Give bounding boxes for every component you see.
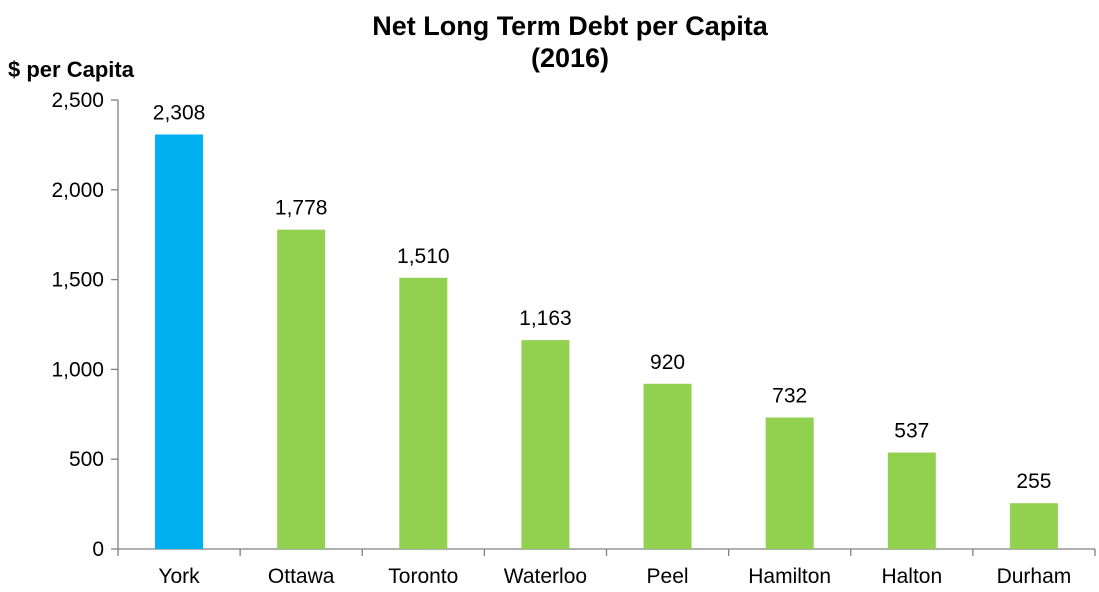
y-tick-label: 0 xyxy=(92,538,104,561)
y-axis-unit-label: $ per Capita xyxy=(8,57,134,82)
data-label: 732 xyxy=(772,385,807,408)
bar xyxy=(521,340,570,549)
data-label: 1,510 xyxy=(397,245,450,268)
x-tick-label: Durham xyxy=(997,565,1072,588)
data-label: 255 xyxy=(1016,470,1051,493)
x-tick-label: Peel xyxy=(647,565,689,588)
x-tick-label: Hamilton xyxy=(748,565,831,588)
bar xyxy=(277,229,326,549)
y-tick-label: 2,000 xyxy=(51,179,104,202)
bar xyxy=(643,383,692,549)
chart-title-line2: (2016) xyxy=(530,43,610,73)
data-label: 2,308 xyxy=(153,101,206,124)
x-tick-label: Halton xyxy=(881,565,942,588)
data-label: 920 xyxy=(650,351,685,374)
y-tick-label: 500 xyxy=(69,448,104,471)
y-tick-label: 2,500 xyxy=(51,89,104,112)
data-label: 537 xyxy=(894,420,929,443)
bar xyxy=(399,277,448,549)
bar xyxy=(1009,503,1058,549)
x-tick-label: Waterloo xyxy=(504,565,587,588)
data-label: 1,778 xyxy=(275,197,328,220)
chart-title-line1: Net Long Term Debt per Capita xyxy=(372,11,768,41)
y-tick-label: 1,000 xyxy=(51,358,104,381)
x-tick-label: York xyxy=(158,565,200,588)
x-tick-label: Ottawa xyxy=(268,565,335,588)
y-tick-label: 1,500 xyxy=(51,269,104,292)
data-label: 1,163 xyxy=(519,307,572,330)
chart-title: Net Long Term Debt per Capita (2016) xyxy=(250,10,890,74)
bar xyxy=(887,452,936,549)
bar xyxy=(155,134,204,549)
bar xyxy=(765,417,814,549)
x-tick-label: Toronto xyxy=(388,565,458,588)
